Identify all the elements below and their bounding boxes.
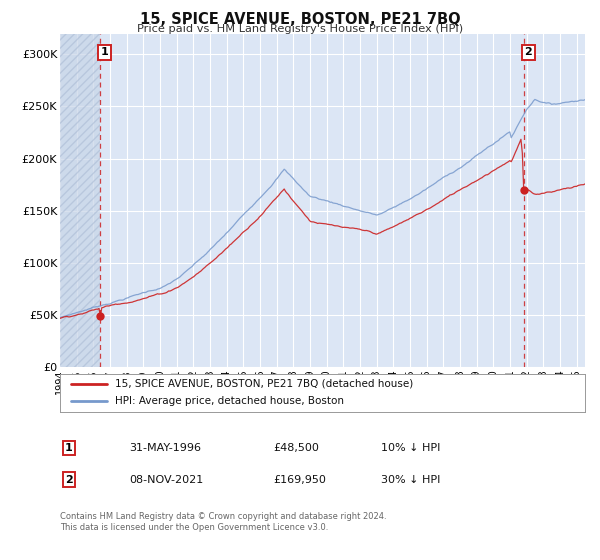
Polygon shape <box>60 34 100 367</box>
Text: 15, SPICE AVENUE, BOSTON, PE21 7BQ: 15, SPICE AVENUE, BOSTON, PE21 7BQ <box>140 12 460 27</box>
Text: £48,500: £48,500 <box>273 443 319 453</box>
Text: £169,950: £169,950 <box>273 475 326 485</box>
Text: HPI: Average price, detached house, Boston: HPI: Average price, detached house, Bost… <box>115 396 344 407</box>
Text: Contains HM Land Registry data © Crown copyright and database right 2024.
This d: Contains HM Land Registry data © Crown c… <box>60 512 386 532</box>
Text: Price paid vs. HM Land Registry's House Price Index (HPI): Price paid vs. HM Land Registry's House … <box>137 24 463 34</box>
Text: 08-NOV-2021: 08-NOV-2021 <box>129 475 203 485</box>
Text: 15, SPICE AVENUE, BOSTON, PE21 7BQ (detached house): 15, SPICE AVENUE, BOSTON, PE21 7BQ (deta… <box>115 379 413 389</box>
Text: 1: 1 <box>65 443 73 453</box>
Text: 2: 2 <box>65 475 73 485</box>
Text: 10% ↓ HPI: 10% ↓ HPI <box>381 443 440 453</box>
Text: 31-MAY-1996: 31-MAY-1996 <box>129 443 201 453</box>
Text: 1: 1 <box>101 48 109 57</box>
Text: 2: 2 <box>524 48 532 57</box>
Text: 30% ↓ HPI: 30% ↓ HPI <box>381 475 440 485</box>
